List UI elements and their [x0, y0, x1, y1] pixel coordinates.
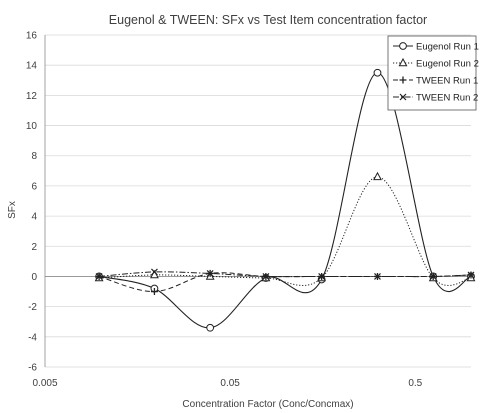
data-point [373, 68, 382, 77]
data-point [467, 271, 475, 279]
legend-marker [399, 42, 407, 50]
series-4 [95, 268, 475, 280]
data-point [262, 273, 270, 280]
x-axis-label: Concentration Factor (Conc/Concmax) [182, 399, 353, 410]
legend-item: Eugenol Run 2 [393, 57, 479, 70]
y-tick-label: 12 [26, 91, 38, 102]
y-tick-label: -2 [28, 302, 37, 313]
data-point [373, 171, 382, 181]
data-point [95, 273, 103, 280]
y-tick-label: 4 [31, 212, 37, 223]
chart-title: Eugenol & TWEEN: SFx vs Test Item concen… [109, 13, 427, 27]
x-tick-label: 0.5 [408, 378, 422, 389]
y-tick-label: -4 [28, 332, 37, 343]
legend-marker [398, 57, 408, 67]
legend-label: TWEEN Run 1 [416, 76, 478, 87]
legend-label: Eugenol Run 1 [416, 42, 479, 53]
data-point [429, 273, 437, 280]
data-point [318, 273, 326, 280]
y-tick-label: 2 [31, 242, 37, 253]
y-tick-label: 16 [26, 31, 38, 42]
x-tick-labels: 0.005 0.05 0.5 [32, 378, 422, 389]
y-tick-labels: -6 -4 -2 0 2 4 6 8 10 12 14 16 [26, 31, 38, 374]
legend-item: TWEEN Run 1 [393, 76, 478, 87]
x-tick-label: 0.05 [220, 378, 240, 389]
data-point [206, 270, 214, 277]
series-line [99, 271, 472, 278]
legend-item: Eugenol Run 1 [393, 42, 479, 53]
y-tick-label: 8 [31, 151, 37, 162]
series-line [99, 176, 472, 287]
legend-label: TWEEN Run 2 [416, 93, 478, 104]
y-tick-label: 14 [26, 61, 38, 72]
series-layer [94, 68, 476, 332]
data-point [374, 273, 381, 280]
data-point [151, 268, 158, 276]
y-axis-label: SFx [7, 201, 18, 219]
y-tick-label: 10 [26, 121, 38, 132]
legend-marker [399, 93, 407, 101]
series-line [98, 272, 472, 293]
x-tick-label: 0.005 [32, 378, 57, 389]
y-tick-label: 6 [31, 181, 37, 192]
data-point [150, 288, 158, 296]
legend: Eugenol Run 1 Eugenol Run 2 TWEEN Run 1 TWE… [387, 35, 479, 111]
y-tick-label: 0 [31, 272, 37, 283]
data-point [206, 323, 215, 332]
series-2 [94, 171, 476, 287]
y-tick-label: -6 [28, 363, 37, 374]
legend-label: Eugenol Run 2 [416, 59, 479, 70]
legend-item: TWEEN Run 2 [393, 93, 478, 104]
legend-marker [399, 76, 407, 84]
